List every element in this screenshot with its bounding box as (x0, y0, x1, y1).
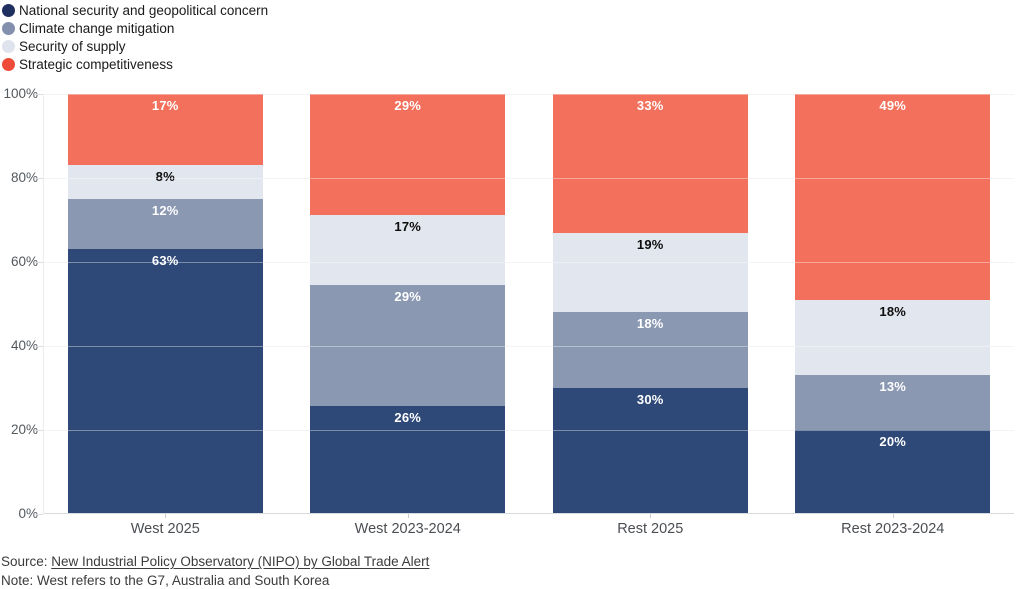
bar-segment: 30% (552, 388, 748, 514)
segment-value-label: 13% (879, 379, 907, 395)
segment-value-label: 17% (151, 98, 179, 113)
x-axis-label: West 2025 (130, 521, 200, 537)
bar-west-2025: 63% 12% 8% 17% (67, 94, 263, 514)
bar-slot: 63% 12% 8% 17% (44, 94, 287, 514)
bar-slot: 30% 18% 19% 33% (529, 94, 772, 514)
note-line: Note: West refers to the G7, Australia a… (1, 573, 330, 588)
legend-swatch (2, 21, 15, 35)
segment-value-label: 12% (151, 203, 179, 218)
source-line: Source: New Industrial Policy Observator… (1, 552, 429, 571)
legend: National security and geopolitical conce… (2, 1, 268, 73)
legend-item-label: Climate change mitigation (19, 20, 175, 36)
source-link[interactable]: New Industrial Policy Observatory (NIPO)… (51, 554, 430, 569)
x-axis-label: Rest 2025 (617, 521, 684, 537)
y-tick-label: 60% (10, 254, 38, 269)
y-axis-line (43, 94, 44, 514)
bar-segment: 29% (310, 94, 506, 215)
legend-item-label: Security of supply (19, 38, 126, 54)
bar-segment: 33% (552, 94, 748, 233)
gridline (44, 178, 1014, 179)
bar-segment: 20% (795, 430, 991, 514)
y-tick-mark (34, 346, 43, 347)
segment-value-label: 26% (394, 409, 422, 425)
y-tick-label: 40% (10, 338, 38, 353)
bar-rest-2025: 30% 18% 19% 33% (552, 94, 748, 514)
bar-segment: 19% (552, 232, 748, 313)
legend-swatch (2, 39, 15, 53)
bar-segment: 26% (310, 405, 506, 514)
y-tick-mark (34, 178, 43, 179)
legend-item: Security of supply (2, 37, 268, 55)
y-tick-mark (34, 514, 43, 515)
x-tick-mark (408, 514, 409, 518)
legend-item: National security and geopolitical conce… (2, 1, 268, 19)
bar-segment: 18% (552, 312, 748, 388)
bar-west-2023-2024: 26% 29% 17% 29% (310, 94, 506, 514)
bar-segment: 8% (67, 165, 263, 199)
segment-value-label: 8% (155, 169, 175, 185)
bar-segment: 17% (310, 214, 506, 286)
gridline-overlay (44, 94, 1014, 95)
bar-segment: 29% (310, 285, 506, 406)
y-tick-mark (34, 94, 43, 95)
footer: Source: New Industrial Policy Observator… (1, 552, 429, 589)
segment-value-label: 18% (879, 303, 907, 319)
segment-value-label: 19% (636, 236, 664, 252)
x-tick-mark (650, 514, 651, 518)
plot-area: 63% 12% 8% 17% 26% 29% 17% 29% 30% 18% 19% 33% 20% 13… (43, 94, 1014, 514)
y-tick-label: 20% (10, 422, 38, 437)
bar-segment: 12% (67, 199, 263, 250)
legend-item-label: Strategic competitiveness (19, 56, 173, 72)
gridline-overlay (44, 346, 1014, 347)
x-axis-labels: West 2025 West 2023-2024 Rest 2025 Rest 202… (44, 521, 1014, 537)
gridline (44, 346, 1014, 347)
bar-segment: 63% (67, 249, 263, 514)
source-prefix: Source: (1, 554, 52, 569)
y-tick-label: 0% (18, 506, 38, 521)
y-tick-mark (34, 430, 43, 431)
bar-slot: 26% 29% 17% 29% (287, 94, 530, 514)
gridline (44, 262, 1014, 263)
y-tick-mark (34, 262, 43, 263)
legend-swatch (2, 57, 15, 71)
segment-value-label: 30% (636, 392, 664, 407)
x-tick-mark (165, 514, 166, 518)
legend-item-label: National security and geopolitical conce… (19, 2, 269, 18)
gridline (44, 94, 1014, 95)
gridline (44, 430, 1014, 431)
y-tick-label: 100% (3, 86, 38, 101)
bar-segment: 18% (795, 299, 991, 376)
segment-value-label: 20% (879, 434, 907, 449)
legend-swatch (2, 3, 15, 17)
bar-rest-2023-2024: 20% 13% 18% 49% (795, 94, 991, 514)
bar-segment: 13% (795, 375, 991, 430)
segment-value-label: 33% (636, 98, 664, 114)
x-tick-mark (893, 514, 894, 518)
legend-item: Climate change mitigation (2, 19, 268, 37)
segment-value-label: 49% (879, 98, 907, 114)
segment-value-label: 17% (394, 218, 422, 234)
segment-value-label: 18% (636, 316, 664, 332)
segment-value-label: 63% (151, 253, 179, 269)
bar-segment: 17% (67, 94, 263, 166)
gridline-overlay (44, 178, 1014, 179)
bars-container: 63% 12% 8% 17% 26% 29% 17% 29% 30% 18% 19% 33% 20% 13… (44, 94, 1014, 514)
gridline-overlay (44, 262, 1014, 263)
legend-item: Strategic competitiveness (2, 55, 268, 73)
gridline-overlay (44, 430, 1014, 431)
x-axis-baseline (44, 513, 1014, 514)
bar-segment: 49% (795, 94, 991, 300)
x-axis-label: Rest 2023-2024 (841, 521, 945, 537)
segment-value-label: 29% (394, 98, 422, 113)
segment-value-label: 29% (394, 289, 422, 305)
bar-slot: 20% 13% 18% 49% (772, 94, 1015, 514)
x-axis-label: West 2023-2024 (354, 521, 461, 537)
y-tick-label: 80% (10, 170, 38, 185)
